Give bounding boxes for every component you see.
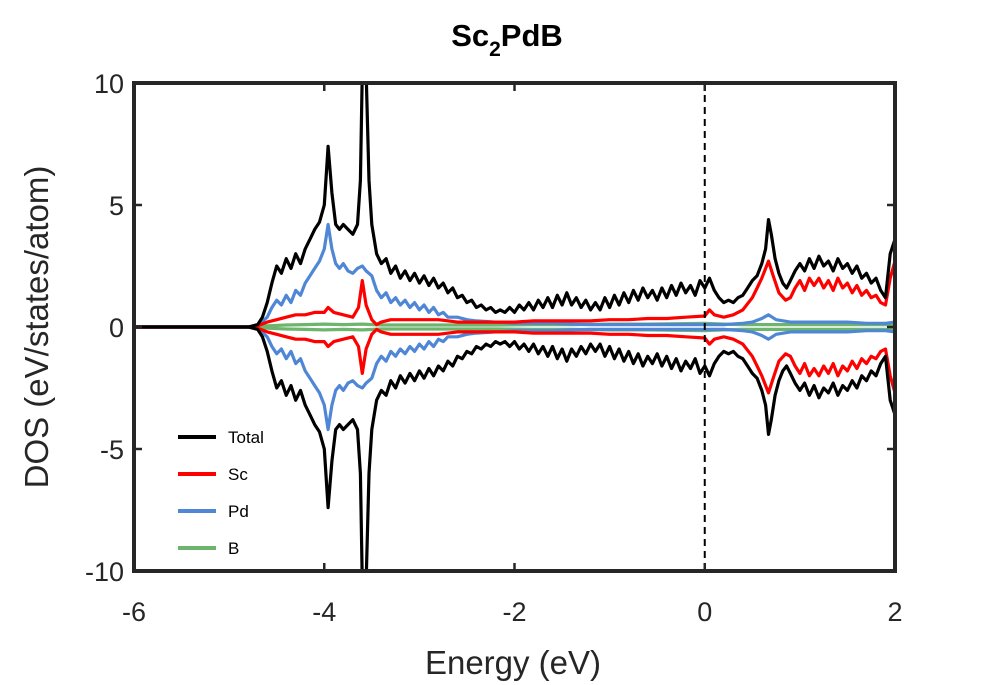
ticks-layer: -6 -4 -2 0 2 -10 -5 0 5 10 xyxy=(85,69,903,627)
chart-title-rest: PdB xyxy=(501,18,563,53)
legend-label-total: Total xyxy=(228,428,264,447)
legend: Total Sc Pd B xyxy=(178,428,264,558)
series-layer xyxy=(134,83,895,571)
x-tick-label: -4 xyxy=(312,597,336,627)
series-line-sc-down xyxy=(134,325,895,395)
y-axis-label: DOS (eV/states/atom) xyxy=(18,166,55,489)
x-tick-label: -6 xyxy=(122,597,146,627)
y-tick-label: -10 xyxy=(85,557,124,587)
legend-label-sc: Sc xyxy=(228,465,248,484)
chart-title-subscript: 2 xyxy=(489,38,501,61)
chart-title: Sc2PdB xyxy=(451,18,563,61)
series-line-sc-up xyxy=(134,259,895,329)
legend-label-pd: Pd xyxy=(228,502,249,521)
series-line-total-down xyxy=(134,325,895,571)
chart-title-main: Sc xyxy=(451,18,489,53)
series-line-pd-down xyxy=(134,325,895,432)
y-tick-label: -5 xyxy=(100,435,124,465)
x-tick-label: 2 xyxy=(887,597,902,627)
x-tick-label: -2 xyxy=(502,597,526,627)
legend-label-b: B xyxy=(228,539,239,558)
x-tick-label: 0 xyxy=(697,597,712,627)
y-tick-label: 5 xyxy=(109,191,124,221)
series-line-pd-up xyxy=(134,222,895,329)
series-line-total-up xyxy=(134,83,895,329)
y-tick-label: 10 xyxy=(94,69,124,99)
y-tick-label: 0 xyxy=(109,313,124,343)
x-axis-label: Energy (eV) xyxy=(425,644,601,681)
